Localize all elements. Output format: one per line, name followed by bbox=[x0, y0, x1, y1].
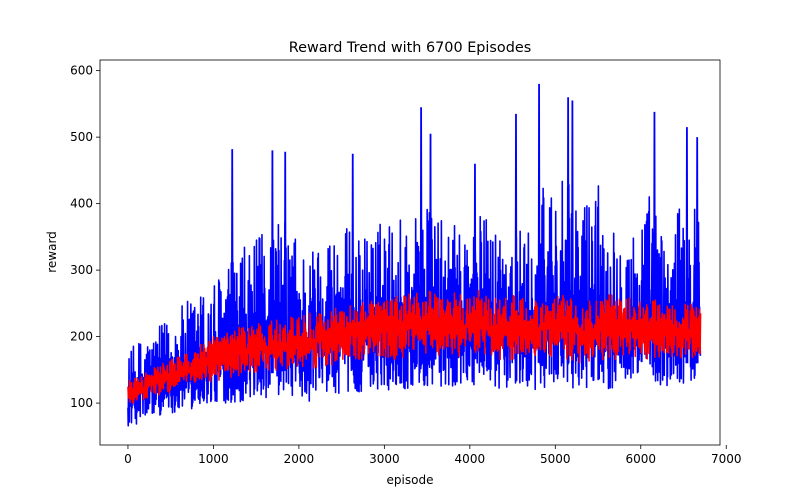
series-peak-5 bbox=[419, 107, 423, 362]
series-peak-10 bbox=[566, 97, 570, 364]
y-tick-label: 500 bbox=[70, 130, 93, 144]
x-tick-label: 7000 bbox=[711, 452, 742, 466]
series-line-2 bbox=[127, 289, 702, 404]
series-peak-11 bbox=[570, 100, 574, 364]
y-tick-label: 300 bbox=[70, 263, 93, 277]
plot-frame bbox=[99, 59, 721, 446]
series-peak-9 bbox=[537, 83, 541, 363]
x-tick-label: 3000 bbox=[369, 452, 400, 466]
series-layer bbox=[127, 83, 702, 427]
y-tick-label: 200 bbox=[70, 330, 93, 344]
y-tick-label: 600 bbox=[70, 64, 93, 78]
series-peak-3 bbox=[283, 151, 287, 371]
y-axis-label: reward bbox=[45, 231, 59, 273]
y-tick-label: 100 bbox=[70, 396, 93, 410]
series-peak-1 bbox=[230, 149, 234, 377]
series-peak-8 bbox=[514, 113, 518, 362]
x-tick-label: 6000 bbox=[625, 452, 656, 466]
series-peak-4 bbox=[351, 153, 355, 367]
y-tick-label: 400 bbox=[70, 197, 93, 211]
chart-title: Reward Trend with 6700 Episodes bbox=[289, 40, 531, 56]
series-peak-2 bbox=[270, 150, 274, 374]
series-peak-12 bbox=[653, 111, 656, 363]
y-axis: 100 200 300 400 500 600 bbox=[70, 64, 100, 410]
series-peak-7 bbox=[473, 163, 477, 360]
x-tick-label: 4000 bbox=[455, 452, 486, 466]
x-tick-label: 5000 bbox=[540, 452, 571, 466]
x-tick-label: 1000 bbox=[198, 452, 229, 466]
series-peak-6 bbox=[429, 133, 432, 361]
series-peak-13 bbox=[685, 127, 689, 364]
x-tick-label: 0 bbox=[124, 452, 132, 466]
series-peak-14 bbox=[695, 137, 699, 364]
x-tick-label: 2000 bbox=[284, 452, 315, 466]
x-axis-label: episode bbox=[387, 473, 434, 487]
x-axis: 0 1000 2000 3000 4000 5000 6000 7000 bbox=[124, 445, 742, 466]
